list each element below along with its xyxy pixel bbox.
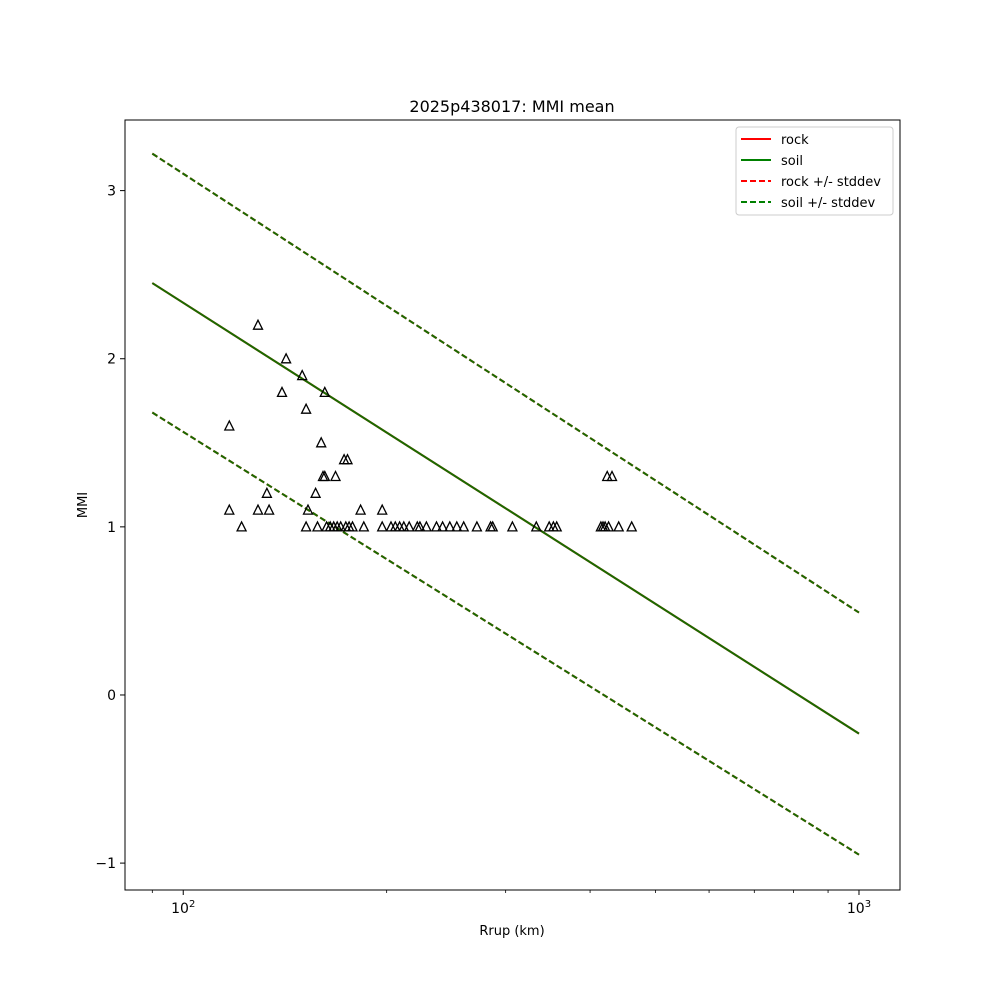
data-point-27 — [341, 453, 354, 465]
y-axis: −1 0 1 2 3 — [95, 184, 125, 872]
data-point-62 — [626, 520, 638, 532]
data-point-29 — [346, 520, 359, 532]
data-point-17 — [319, 470, 331, 482]
x-axis-label: Rrup (km) — [479, 924, 544, 939]
data-point-50 — [506, 520, 518, 532]
y-tick-label: 0 — [107, 688, 116, 704]
data-point-59 — [603, 520, 615, 532]
data-point-45 — [451, 520, 463, 532]
data-point-3 — [252, 318, 264, 330]
data-point-40 — [414, 520, 426, 532]
data-point-31 — [358, 520, 370, 532]
legend-label: rock — [781, 133, 809, 148]
data-point-42 — [430, 520, 443, 532]
data-point-47 — [471, 520, 483, 532]
data-point-8 — [280, 352, 292, 364]
data-point-6 — [263, 503, 275, 515]
data-point-7 — [276, 385, 288, 398]
series-line-soil-stddev-5 — [151, 411, 860, 856]
data-point-2 — [236, 520, 248, 532]
data-point-41 — [420, 520, 432, 532]
data-point-30 — [355, 503, 367, 515]
series-line-soil-3 — [151, 282, 860, 735]
data-point-1 — [223, 503, 235, 515]
y-axis-label: MMI — [76, 492, 91, 518]
y-tick-label: 2 — [107, 352, 116, 368]
series-line-soil-stddev-4 — [151, 152, 860, 614]
data-point-46 — [458, 520, 470, 532]
x-axis: 102 103 — [151, 890, 871, 917]
data-point-49 — [487, 520, 499, 532]
legend: rock soil rock +/- stddev soil +/- stddev — [735, 126, 894, 216]
data-point-43 — [437, 520, 449, 532]
data-point-13 — [310, 486, 322, 498]
y-tick-label: 1 — [107, 520, 116, 536]
data-point-9 — [296, 369, 308, 381]
data-point-22 — [329, 470, 342, 482]
data-point-18 — [319, 385, 331, 398]
data-point-14 — [311, 520, 324, 532]
legend-label: soil — [781, 154, 803, 169]
x-tick-label: 103 — [847, 899, 871, 917]
y-tick-label: 3 — [107, 184, 116, 200]
legend-box — [735, 126, 894, 216]
data-point-61 — [613, 520, 625, 532]
data-point-10 — [300, 402, 312, 414]
plot-area — [151, 152, 860, 856]
y-tick-label: −1 — [95, 856, 116, 872]
data-point-4 — [252, 503, 264, 515]
data-point-33 — [376, 520, 388, 532]
chart-title: 2025p438017: MMI mean — [409, 97, 614, 116]
data-point-15 — [315, 436, 327, 448]
data-point-51 — [530, 520, 542, 532]
data-point-11 — [302, 503, 314, 515]
data-point-44 — [444, 520, 456, 532]
data-point-38 — [403, 520, 415, 532]
axes-frame — [124, 119, 901, 891]
data-point-37 — [398, 520, 410, 532]
data-point-54 — [551, 520, 563, 532]
data-point-32 — [376, 503, 388, 515]
legend-label: rock +/- stddev — [781, 175, 881, 190]
data-point-5 — [261, 486, 273, 498]
data-point-12 — [300, 520, 312, 532]
data-point-0 — [223, 419, 235, 431]
x-tick-label: 102 — [171, 899, 195, 917]
data-point-60 — [606, 470, 618, 482]
legend-label: soil +/- stddev — [781, 196, 876, 211]
